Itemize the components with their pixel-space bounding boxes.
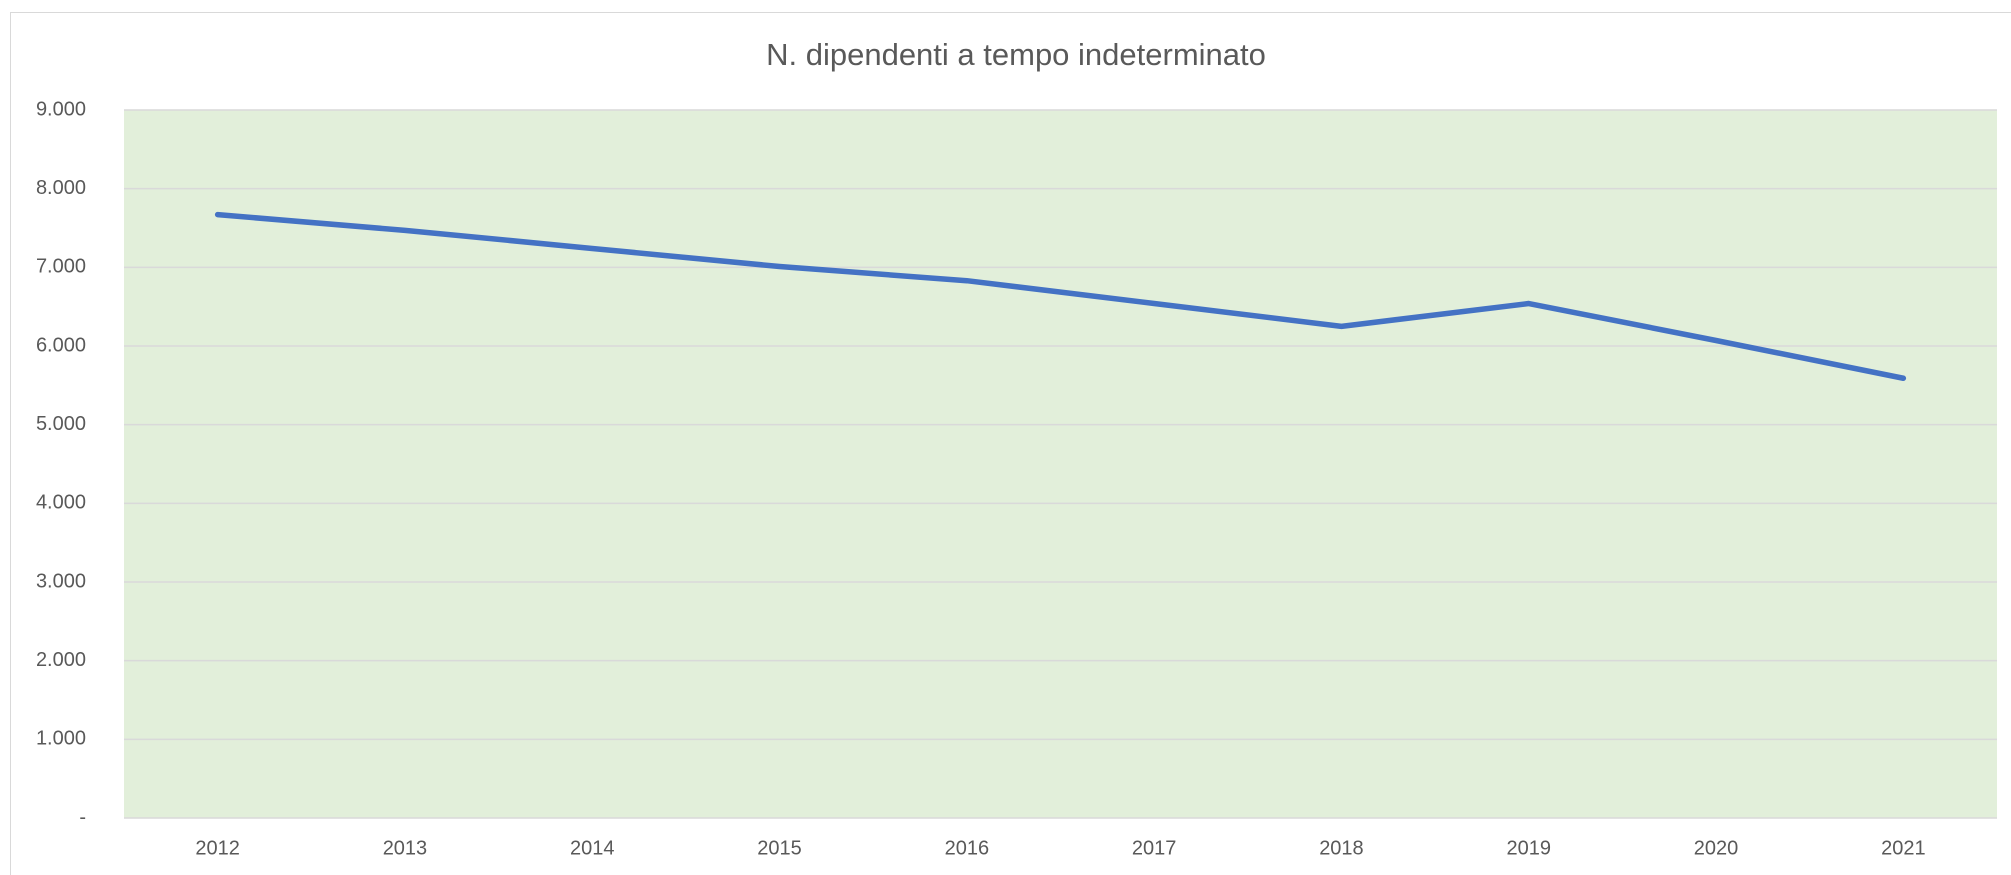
x-tick-label: 2020 [1694, 837, 1739, 859]
y-tick-label: 4.000 [36, 492, 86, 514]
x-tick-label: 2019 [1507, 837, 1552, 859]
plot-area [124, 109, 1997, 819]
chart-title: N. dipendenti a tempo indeterminato [766, 37, 1266, 72]
y-tick-label: 5.000 [36, 413, 86, 435]
y-tick-label: 8.000 [36, 177, 86, 199]
data-line [214, 211, 1907, 382]
y-tick-label: 1.000 [36, 728, 86, 750]
y-tick-label: - [79, 806, 86, 828]
y-tick-label: 9.000 [36, 98, 86, 120]
x-tick-label: 2012 [195, 837, 240, 859]
y-tick-label: 7.000 [36, 256, 86, 278]
plot-background [124, 110, 1997, 818]
x-tick-label: 2014 [570, 837, 615, 859]
y-tick-label: 6.000 [36, 334, 86, 356]
x-tick-label: 2021 [1881, 837, 1926, 859]
x-tick-label: 2017 [1132, 837, 1177, 859]
x-tick-label: 2018 [1319, 837, 1364, 859]
x-tick-label: 2015 [757, 837, 802, 859]
y-tick-label: 3.000 [36, 570, 86, 592]
x-tick-label: 2016 [945, 837, 990, 859]
x-tick-label: 2013 [383, 837, 428, 859]
y-tick-label: 2.000 [36, 649, 86, 671]
